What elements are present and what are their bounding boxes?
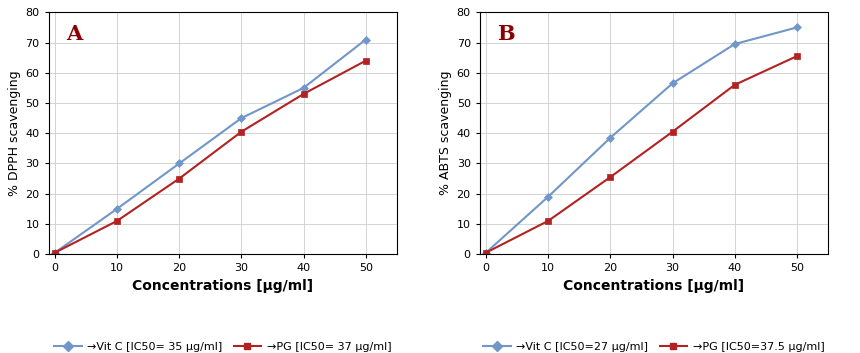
- Y-axis label: % DPPH scavenging: % DPPH scavenging: [9, 71, 22, 196]
- X-axis label: Concentrations [μg/ml]: Concentrations [μg/ml]: [563, 279, 745, 293]
- Legend: →Vit C [IC50= 35 μg/ml], →PG [IC50= 37 μg/ml]: →Vit C [IC50= 35 μg/ml], →PG [IC50= 37 μ…: [50, 337, 396, 353]
- Legend: →Vit C [IC50=27 μg/ml], →PG [IC50=37.5 μg/ml]: →Vit C [IC50=27 μg/ml], →PG [IC50=37.5 μ…: [479, 337, 829, 353]
- X-axis label: Concentrations [μg/ml]: Concentrations [μg/ml]: [132, 279, 313, 293]
- Text: A: A: [66, 24, 83, 44]
- Y-axis label: % ABTS scavenging: % ABTS scavenging: [439, 71, 452, 196]
- Text: B: B: [497, 24, 515, 44]
